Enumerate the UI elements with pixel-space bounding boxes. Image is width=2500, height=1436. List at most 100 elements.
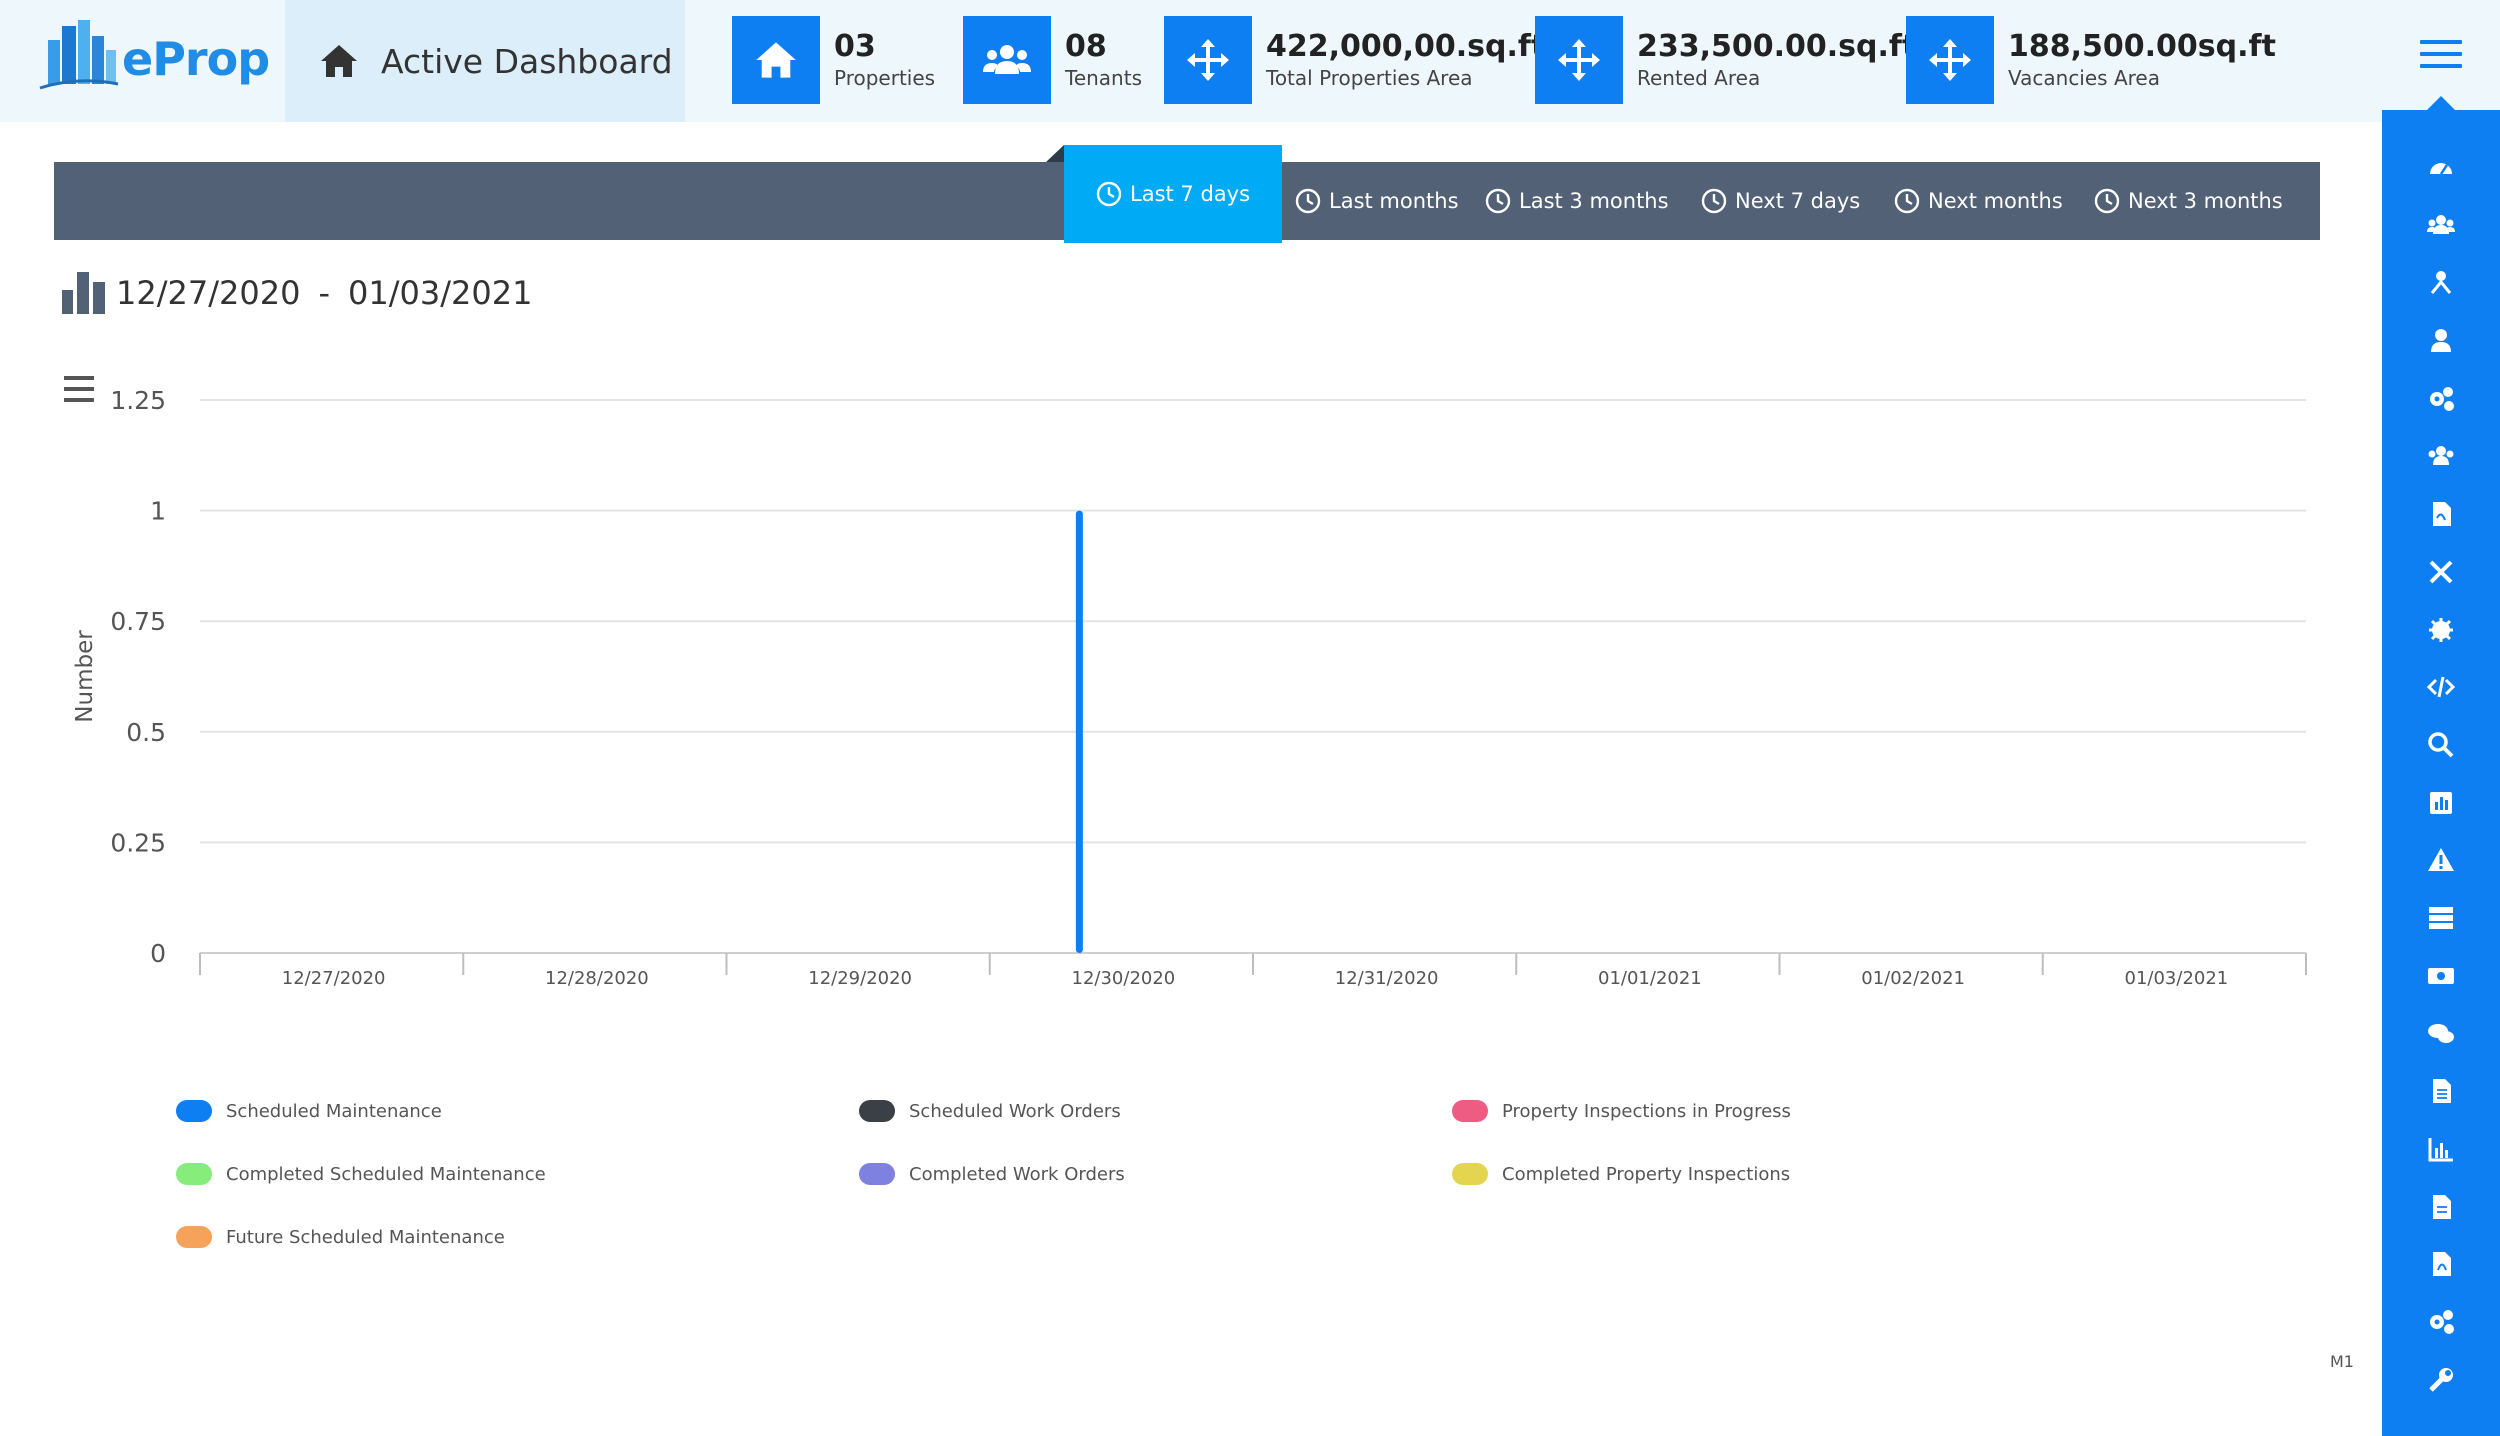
right-sidebar <box>2382 96 2500 1436</box>
search-icon[interactable] <box>2382 725 2500 765</box>
tab-next-months[interactable]: Next months <box>1894 162 2063 240</box>
date-filter-bar: Last 7 days Last months Last 3 months Ne… <box>54 145 2320 243</box>
tab-label: Next months <box>1928 189 2063 213</box>
legend-item[interactable]: Completed Property Inspections <box>1452 1159 1790 1189</box>
legend-item[interactable]: Completed Scheduled Maintenance <box>176 1159 546 1189</box>
legend-swatch <box>176 1163 212 1185</box>
x-tick-label: 12/30/2020 <box>1072 968 1176 989</box>
legend-item[interactable]: Completed Work Orders <box>859 1159 1125 1189</box>
settings-icon[interactable] <box>2382 1302 2500 1342</box>
tab-next-3-months[interactable]: Next 3 months <box>2094 162 2283 240</box>
arrows-icon <box>1164 16 1252 104</box>
arrows-icon <box>1535 16 1623 104</box>
buildings-logo-icon <box>39 20 119 90</box>
stat-properties[interactable]: 03 Properties <box>732 16 935 104</box>
stat-tenants[interactable]: 08 Tenants <box>963 16 1142 104</box>
stat-label: Total Properties Area <box>1266 66 1473 90</box>
legend-label: Completed Work Orders <box>909 1163 1125 1185</box>
x-tick-label: 01/01/2021 <box>1598 968 1702 989</box>
home-icon <box>321 45 357 77</box>
pdf-file-icon[interactable] <box>2382 494 2500 534</box>
hamburger-line <box>64 387 94 391</box>
tab-last-7-days[interactable]: Last 7 days <box>1046 145 1283 243</box>
chart-menu-button[interactable] <box>64 376 94 402</box>
legend-item[interactable]: Scheduled Maintenance <box>176 1096 442 1126</box>
stat-rented-area[interactable]: 233,500.00.sq.ft Rented Area <box>1535 16 1916 104</box>
x-tick-label: 12/29/2020 <box>808 968 912 989</box>
y-tick-label: 0.25 <box>110 828 166 857</box>
top-header: eProp Active Dashboard 03 Properties <box>0 0 2500 122</box>
footer-code: M1 <box>2330 1352 2354 1371</box>
active-dashboard-tab[interactable]: Active Dashboard <box>285 0 685 122</box>
chat-icon[interactable] <box>2382 1014 2500 1054</box>
stat-value: 422,000,00.sq.ft <box>1266 29 1546 64</box>
warning-icon[interactable] <box>2382 840 2500 880</box>
legend-label: Completed Scheduled Maintenance <box>226 1163 546 1185</box>
legend-label: Scheduled Maintenance <box>226 1100 442 1122</box>
bar-chart-icon[interactable] <box>2382 783 2500 823</box>
tab-label: Last 3 months <box>1519 189 1669 213</box>
legend-swatch <box>176 1100 212 1122</box>
users-icon <box>963 16 1051 104</box>
clock-icon <box>1485 188 1511 214</box>
stat-vacancies-area[interactable]: 188,500.00sq.ft Vacancies Area <box>1906 16 2276 104</box>
tab-label: Last 7 days <box>1130 182 1251 206</box>
legend-item[interactable]: Property Inspections in Progress <box>1452 1096 1791 1126</box>
cogs-icon[interactable] <box>2382 379 2500 419</box>
legend-item[interactable]: Scheduled Work Orders <box>859 1096 1121 1126</box>
users-icon[interactable] <box>2382 206 2500 246</box>
tab-last-3-months[interactable]: Last 3 months <box>1485 162 1669 240</box>
eprop-logo[interactable]: eProp <box>38 14 270 90</box>
stat-value: 233,500.00.sq.ft <box>1637 29 1917 64</box>
legend-label: Scheduled Work Orders <box>909 1100 1121 1122</box>
y-axis-label: Number <box>72 630 98 723</box>
x-tick-label: 01/02/2021 <box>1861 968 1965 989</box>
clock-icon <box>1096 181 1122 207</box>
menu-toggle-button[interactable] <box>2420 40 2462 70</box>
stat-label: Properties <box>834 66 936 90</box>
group-icon[interactable] <box>2382 437 2500 477</box>
tab-label: Next 7 days <box>1735 189 1861 213</box>
user-icon[interactable] <box>2382 321 2500 361</box>
legend-item[interactable]: Future Scheduled Maintenance <box>176 1222 505 1252</box>
y-tick-label: 0.75 <box>110 607 166 636</box>
stat-total-area[interactable]: 422,000,00.sq.ft Total Properties Area <box>1164 16 1545 104</box>
hamburger-line <box>2420 64 2462 68</box>
legend-label: Future Scheduled Maintenance <box>226 1226 505 1248</box>
gear-icon[interactable] <box>2382 610 2500 650</box>
tab-last-months[interactable]: Last months <box>1295 162 1459 240</box>
arrows-icon <box>1906 16 1994 104</box>
date-range-start: 12/27/2020 <box>116 274 301 312</box>
gauge-icon[interactable] <box>2382 148 2500 188</box>
wrench-icon[interactable] <box>2382 1360 2500 1400</box>
code-icon[interactable] <box>2382 667 2500 707</box>
stat-value: 03 <box>834 29 876 64</box>
tab-next-7-days[interactable]: Next 7 days <box>1701 162 1860 240</box>
date-range-end: 01/03/2021 <box>347 274 533 312</box>
clock-icon <box>2094 188 2120 214</box>
money-icon[interactable] <box>2382 956 2500 996</box>
stat-label: Tenants <box>1065 66 1142 90</box>
clock-icon <box>1295 188 1321 214</box>
tab-label: Next 3 months <box>2128 189 2283 213</box>
stat-value: 08 <box>1065 29 1107 64</box>
x-tick-label: 12/31/2020 <box>1335 968 1439 989</box>
server-icon[interactable] <box>2382 898 2500 938</box>
person-gear-icon[interactable] <box>2382 263 2500 303</box>
hamburger-line <box>2420 52 2462 56</box>
date-range-separator: - <box>318 274 330 312</box>
tab-corner <box>1046 145 1064 162</box>
tools-icon[interactable] <box>2382 552 2500 592</box>
y-tick-label: 0.5 <box>126 718 166 747</box>
y-tick-label: 0 <box>150 939 166 968</box>
line-chart-icon[interactable] <box>2382 1129 2500 1169</box>
maintenance-chart: 0 0.25 0.5 0.75 1 1.25 12/27/2020 12/28/2020 12/… <box>72 386 2307 989</box>
legend-swatch <box>176 1226 212 1248</box>
x-tick-label: 01/03/2021 <box>2125 968 2229 989</box>
home-icon <box>732 16 820 104</box>
file-icon[interactable] <box>2382 1187 2500 1227</box>
pdf-icon[interactable] <box>2382 1244 2500 1284</box>
chart-legend: Scheduled Maintenance Scheduled Work Orde… <box>176 1096 1876 1256</box>
bar-chart-icon <box>62 272 105 314</box>
document-icon[interactable] <box>2382 1071 2500 1111</box>
